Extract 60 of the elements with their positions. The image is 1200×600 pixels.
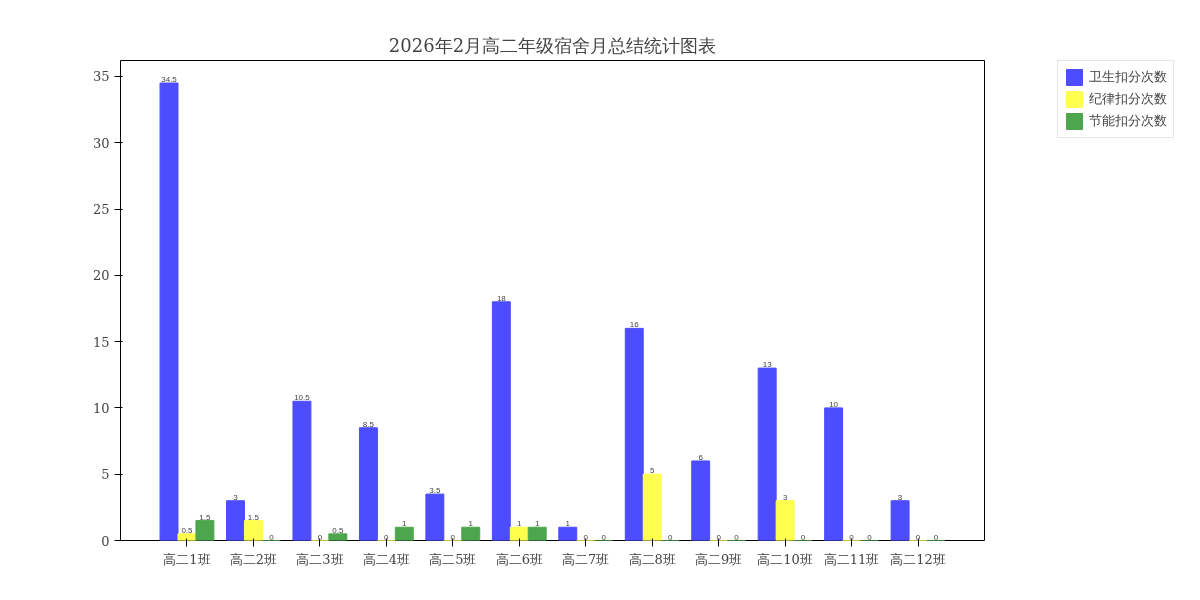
data-label: 16 bbox=[629, 320, 640, 330]
data-label: 0 bbox=[933, 532, 939, 542]
data-label: 3.5 bbox=[429, 486, 441, 496]
x-tick-label: 高二2班 bbox=[229, 551, 278, 567]
x-tick-label: 高二4班 bbox=[362, 551, 410, 567]
data-label: 0 bbox=[269, 532, 275, 542]
x-tick-label: 高二9班 bbox=[695, 551, 743, 567]
y-tick-label: 0 bbox=[101, 533, 110, 549]
data-label: 0 bbox=[601, 532, 607, 542]
data-label: 0.5 bbox=[332, 525, 344, 535]
data-label: 3 bbox=[233, 492, 239, 502]
x-tick-label: 高二12班 bbox=[890, 551, 946, 567]
y-tick-label: 20 bbox=[92, 268, 110, 284]
y-tick-label: 30 bbox=[92, 135, 110, 151]
x-tick-label: 高二5班 bbox=[429, 551, 477, 567]
data-label: 0 bbox=[450, 532, 456, 542]
y-tick-label: 35 bbox=[92, 69, 110, 85]
x-tick-label: 高二6班 bbox=[495, 551, 543, 567]
data-label: 3 bbox=[782, 492, 788, 502]
data-label: 0.5 bbox=[181, 525, 194, 535]
data-label: 1 bbox=[565, 519, 571, 529]
legend-label: 纪律扣分次数 bbox=[1089, 90, 1167, 108]
data-label: 0 bbox=[734, 532, 740, 542]
data-label: 1 bbox=[534, 519, 540, 529]
data-label: 34.5 bbox=[161, 75, 178, 85]
chart-title: 2026年2月高二年级宿舍月总结统计图表 bbox=[388, 34, 717, 56]
data-label: 0 bbox=[915, 532, 921, 542]
data-label: 3 bbox=[897, 492, 903, 502]
data-label: 10.5 bbox=[294, 393, 311, 403]
data-label: 0 bbox=[867, 532, 873, 542]
data-label: 1 bbox=[402, 519, 408, 529]
data-label: 13 bbox=[762, 360, 773, 370]
data-label: 0 bbox=[667, 532, 673, 542]
y-tick-label: 15 bbox=[92, 334, 110, 350]
data-label: 1.5 bbox=[199, 512, 212, 522]
x-tick-label: 高二8班 bbox=[628, 551, 676, 567]
data-label: 0 bbox=[583, 532, 589, 542]
x-tick-label: 高二3班 bbox=[296, 551, 344, 567]
data-label: 5 bbox=[649, 466, 655, 476]
x-tick-label: 高二11班 bbox=[823, 551, 880, 567]
data-label: 0 bbox=[716, 532, 722, 542]
x-tick-label: 高二7班 bbox=[562, 551, 610, 567]
y-tick-label: 25 bbox=[92, 202, 110, 218]
legend-label: 卫生扣分次数 bbox=[1089, 68, 1167, 86]
data-label: 8.5 bbox=[362, 419, 375, 429]
data-label: 0 bbox=[317, 532, 323, 542]
data-label: 1 bbox=[468, 519, 474, 529]
legend-label: 节能扣分次数 bbox=[1089, 112, 1167, 130]
y-tick-label: 5 bbox=[101, 467, 110, 483]
data-label: 1.5 bbox=[247, 512, 260, 522]
y-tick-label: 10 bbox=[92, 400, 110, 416]
data-label: 0 bbox=[384, 532, 390, 542]
x-tick-label: 高二10班 bbox=[757, 551, 813, 567]
data-label: 10 bbox=[829, 399, 839, 409]
data-label: 0 bbox=[800, 532, 806, 542]
data-label: 6 bbox=[698, 452, 704, 462]
x-tick-label: 高二1班 bbox=[163, 551, 211, 567]
data-label: 18 bbox=[496, 293, 507, 303]
data-label: 0 bbox=[849, 532, 855, 542]
data-label: 1 bbox=[517, 519, 523, 529]
